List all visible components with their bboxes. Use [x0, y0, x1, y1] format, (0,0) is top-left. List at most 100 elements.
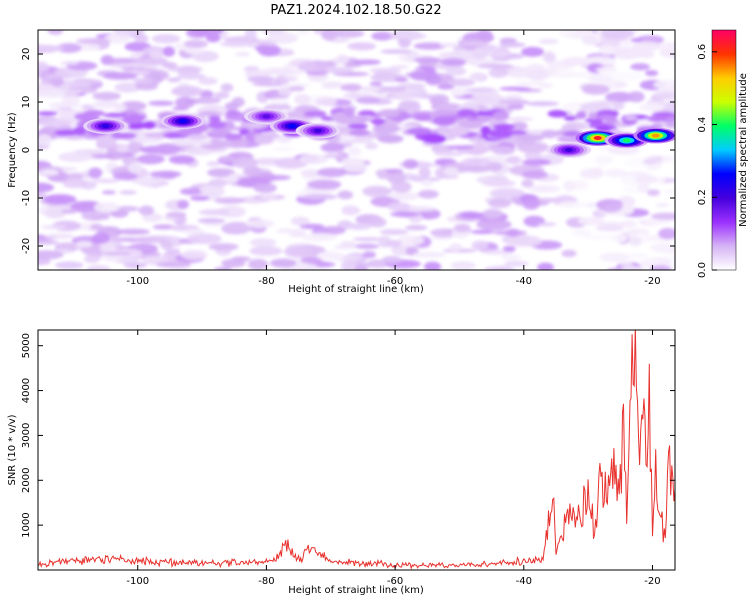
- heatmap-noise-cell: [38, 120, 72, 127]
- heatmap-noise-cell: [323, 153, 345, 158]
- spectrogram-y-tick-label: -10: [21, 190, 32, 206]
- heatmap-noise-cell: [599, 30, 635, 40]
- heatmap-noise-cell: [397, 235, 425, 246]
- heatmap-noise-cell: [476, 30, 493, 42]
- heatmap-noise-cell: [644, 219, 671, 225]
- heatmap-noise-cell: [594, 154, 614, 166]
- heatmap-noise-cell: [197, 218, 225, 224]
- heatmap-noise-cell: [659, 46, 675, 58]
- heatmap-noise-cell: [213, 91, 230, 99]
- heatmap-noise-cell: [506, 228, 520, 238]
- spectrogram-y-tick-label: 10: [21, 96, 32, 109]
- heatmap-noise-cell: [296, 30, 311, 36]
- heatmap-noise-cell: [354, 264, 368, 270]
- heatmap-noise-cell: [102, 72, 138, 80]
- heatmap-noise-cell: [38, 240, 60, 245]
- heatmap-noise-cell: [48, 102, 82, 108]
- heatmap-noise-cell: [499, 86, 532, 91]
- heatmap-noise-cell: [362, 185, 391, 198]
- heatmap-noise-cell: [481, 179, 516, 187]
- heatmap-noise-cell: [347, 146, 362, 156]
- heatmap-noise-cell: [214, 266, 233, 270]
- heatmap-noise-cell: [93, 201, 120, 213]
- heatmap-noise-cell: [650, 212, 675, 221]
- heatmap-noise-cell: [272, 146, 296, 153]
- heatmap-noise-cell: [347, 91, 361, 100]
- heatmap-noise-cell: [423, 261, 442, 270]
- colorbar-label: Normalized spectral amplitude: [738, 73, 749, 227]
- heatmap-noise-cell: [434, 151, 464, 157]
- heatmap-noise-cell: [297, 61, 329, 73]
- heatmap-noise-cell: [302, 193, 338, 200]
- heatmap-feature-layer: [83, 108, 675, 158]
- heatmap-noise-cell: [317, 261, 331, 267]
- heatmap-noise-cell: [498, 99, 530, 106]
- heatmap-noise-cell: [482, 208, 503, 219]
- heatmap-noise-cell: [181, 249, 208, 261]
- heatmap-band-cell: [584, 118, 604, 124]
- heatmap-noise-cell: [47, 204, 67, 212]
- heatmap-noise-cell: [577, 216, 605, 226]
- heatmap-noise-cell: [526, 69, 549, 81]
- heatmap-noise-cell: [605, 91, 634, 103]
- heatmap-noise-cell: [537, 262, 554, 270]
- heatmap-noise-cell: [231, 256, 251, 262]
- heatmap-band-cell: [510, 121, 528, 131]
- heatmap-noise-cell: [464, 87, 496, 93]
- heatmap-noise-cell: [245, 219, 275, 228]
- heatmap-band-cell: [651, 112, 675, 117]
- heatmap-noise-cell: [599, 252, 631, 262]
- heatmap-noise-cell: [368, 217, 387, 228]
- heatmap-noise-cell: [61, 208, 78, 214]
- heatmap-noise-cell: [449, 49, 474, 60]
- heatmap-noise-cell: [389, 64, 410, 70]
- heatmap-noise-cell: [418, 167, 431, 179]
- heatmap-noise-cell: [38, 143, 50, 150]
- colorbar-tick-label: 0.0: [697, 262, 708, 278]
- heatmap-noise-cell: [220, 83, 234, 92]
- heatmap-band-cell: [357, 111, 377, 116]
- heatmap-noise-cell: [571, 228, 592, 237]
- heatmap-noise-cell: [269, 258, 297, 268]
- heatmap-noise-cell: [267, 32, 299, 44]
- heatmap-noise-cell: [489, 188, 526, 199]
- heatmap-band-cell: [493, 123, 515, 130]
- heatmap-band-cell: [587, 112, 599, 120]
- heatmap-noise-cell: [116, 144, 130, 153]
- heatmap-noise-cell: [198, 77, 218, 85]
- heatmap-band-cell: [458, 120, 483, 130]
- heatmap-noise-cell: [351, 136, 374, 143]
- heatmap-feature: [651, 133, 660, 138]
- heatmap-band-cell: [519, 135, 545, 142]
- heatmap-noise-cell: [38, 257, 51, 266]
- heatmap-noise-cell: [166, 211, 187, 218]
- heatmap-noise-cell: [405, 224, 428, 231]
- heatmap-band-cell: [432, 115, 456, 126]
- heatmap-noise-cell: [199, 185, 224, 194]
- heatmap-noise-cell: [528, 184, 561, 193]
- heatmap-noise-cell: [409, 70, 438, 81]
- heatmap-band-cell: [421, 133, 447, 144]
- heatmap-noise-cell: [623, 157, 652, 168]
- heatmap-noise-cell: [392, 94, 415, 99]
- heatmap-noise-cell: [488, 67, 509, 78]
- heatmap-noise-cell: [526, 101, 560, 107]
- heatmap-noise-cell: [319, 226, 346, 235]
- heatmap-noise-cell: [487, 198, 512, 208]
- heatmap-noise-cell: [489, 47, 511, 58]
- heatmap-noise-cell: [86, 265, 111, 270]
- heatmap-noise-cell: [249, 246, 283, 256]
- heatmap-noise-cell: [40, 169, 59, 176]
- heatmap-band-cell: [541, 129, 558, 139]
- heatmap-noise-cell: [88, 167, 103, 179]
- heatmap-noise-cell: [382, 255, 402, 264]
- heatmap-noise-cell: [232, 157, 258, 169]
- heatmap-noise-cell: [447, 78, 476, 87]
- heatmap-noise-cell: [627, 91, 645, 103]
- heatmap-noise-cell: [116, 257, 139, 264]
- heatmap-noise-cell: [116, 228, 151, 235]
- heatmap-noise-cell: [658, 228, 675, 240]
- heatmap-noise-cell: [224, 101, 239, 111]
- heatmap-noise-cell: [469, 47, 490, 60]
- heatmap-noise-cell: [521, 46, 545, 57]
